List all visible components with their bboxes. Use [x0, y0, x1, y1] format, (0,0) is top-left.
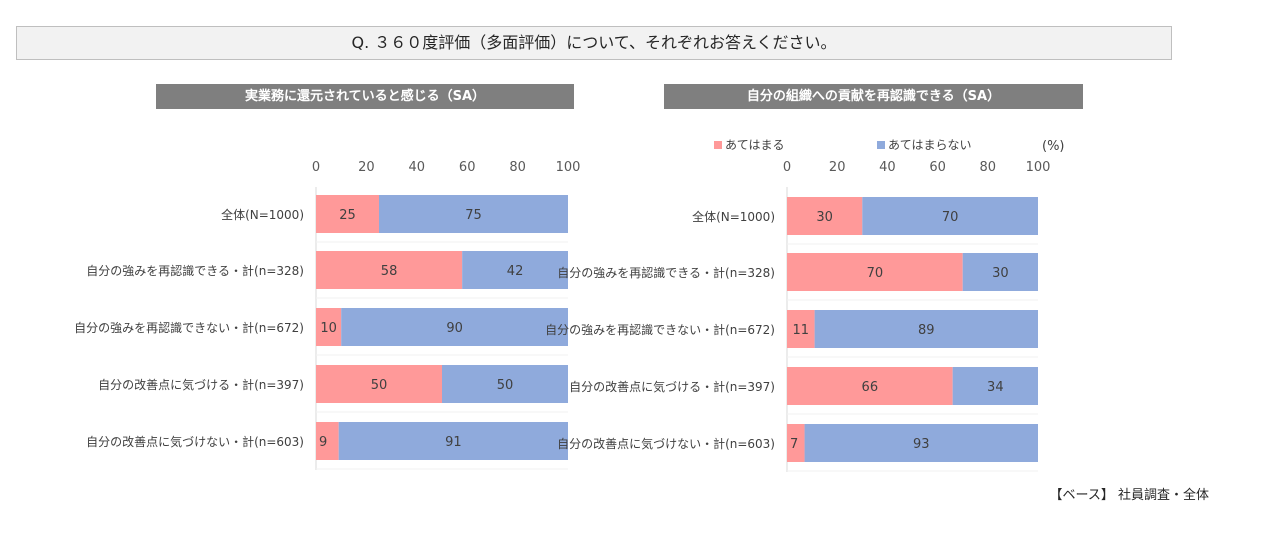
left-tick-label: 40: [409, 160, 426, 175]
left-bar-yes: [316, 422, 339, 460]
left-category-label: 自分の強みを再認識できない・計(n=672): [74, 320, 304, 335]
left-data-label: 9: [319, 435, 327, 450]
left-bar-no: [338, 422, 568, 460]
right-tick-label: 60: [929, 160, 946, 175]
left-data-label: 50: [497, 378, 514, 393]
left-bar-yes: [316, 365, 442, 403]
right-bar-yes: [787, 367, 953, 405]
right-data-label: 30: [992, 266, 1009, 281]
legend-yes-swatch: [714, 141, 722, 149]
right-category-label: 自分の強みを再認識できる・計(n=328): [557, 265, 775, 280]
left-bar-no: [379, 195, 568, 233]
right-bar-no: [862, 197, 1038, 235]
right-category-label: 自分の改善点に気づけない・計(n=603): [557, 436, 775, 451]
left-tick-label: 20: [358, 160, 375, 175]
right-tick-label: 100: [1026, 160, 1051, 175]
right-data-label: 30: [816, 210, 833, 225]
left-bar-yes: [316, 251, 463, 289]
right-tick-label: 20: [829, 160, 846, 175]
right-data-label: 34: [987, 380, 1004, 395]
right-bar-no: [804, 424, 1038, 462]
left-tick-label: 0: [312, 160, 320, 175]
question-box: Q. ３６０度評価（多面評価）について、それぞれお答えください。: [16, 26, 1172, 60]
legend-unit: (%): [1042, 139, 1065, 154]
left-data-label: 10: [320, 321, 337, 336]
left-bar-yes: [316, 195, 379, 233]
right-bar-no: [814, 310, 1038, 348]
legend-no-label: あてはまらない: [888, 138, 972, 152]
left-data-label: 90: [446, 321, 463, 336]
left-category-label: 自分の改善点に気づける・計(n=397): [98, 377, 304, 392]
right-bar-no: [962, 253, 1038, 291]
left-category-label: 自分の強みを再認識できる・計(n=328): [86, 263, 304, 278]
legend-yes-label: あてはまる: [725, 138, 785, 152]
right-data-label: 66: [862, 380, 879, 395]
left-bar-yes: [316, 308, 342, 346]
left-data-label: 25: [339, 208, 356, 223]
right-category-label: 全体(N=1000): [692, 209, 775, 224]
right-bar-yes: [787, 310, 815, 348]
right-data-label: 70: [942, 210, 959, 225]
left-bar-no: [442, 365, 568, 403]
base-note: 【ベース】 社員調査・全体: [1049, 488, 1209, 503]
left-category-label: 全体(N=1000): [221, 207, 304, 222]
legend-no-swatch: [877, 141, 885, 149]
right-data-label: 11: [793, 323, 810, 338]
left-data-label: 58: [381, 264, 398, 279]
left-tick-label: 60: [459, 160, 476, 175]
right-data-label: 93: [913, 437, 930, 452]
right-data-label: 89: [918, 323, 935, 338]
right-tick-label: 0: [783, 160, 791, 175]
left-tick-label: 80: [509, 160, 526, 175]
right-bar-yes: [787, 424, 805, 462]
right-category-label: 自分の改善点に気づける・計(n=397): [569, 379, 775, 394]
right-data-label: 7: [790, 437, 798, 452]
right-data-label: 70: [867, 266, 884, 281]
left-category-label: 自分の改善点に気づけない・計(n=603): [86, 434, 304, 449]
right-bar-no: [952, 367, 1038, 405]
left-data-label: 91: [445, 435, 462, 450]
left-data-label: 75: [465, 208, 482, 223]
left-bar-no: [341, 308, 568, 346]
right-tick-label: 80: [980, 160, 997, 175]
chart-right-title: 自分の組織への貢献を再認識できる（SA）: [664, 84, 1083, 109]
left-tick-label: 100: [556, 160, 581, 175]
right-category-label: 自分の強みを再認識できない・計(n=672): [545, 322, 775, 337]
left-data-label: 50: [371, 378, 388, 393]
left-bar-no: [462, 251, 568, 289]
left-data-label: 42: [507, 264, 524, 279]
right-tick-label: 40: [879, 160, 896, 175]
right-bar-yes: [787, 253, 963, 291]
right-bar-yes: [787, 197, 863, 235]
chart-left-title: 実業務に還元されていると感じる（SA）: [156, 84, 574, 109]
